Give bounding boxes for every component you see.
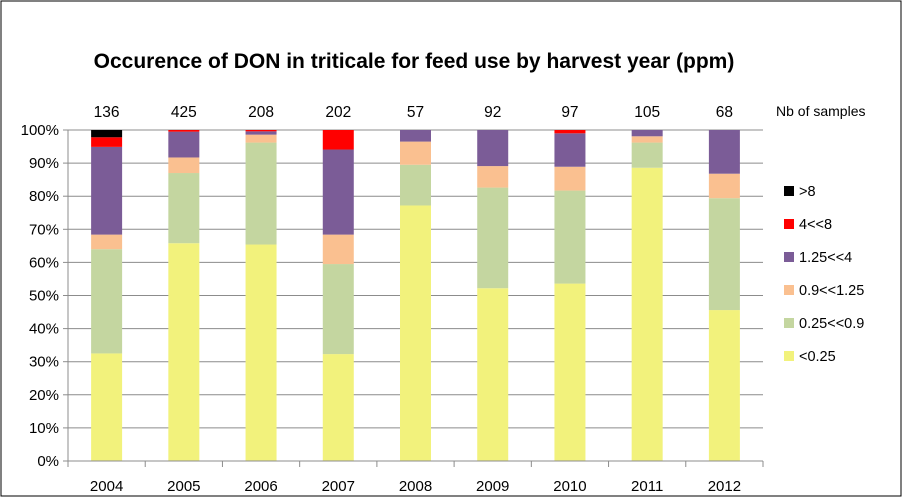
bar-segment [554, 166, 586, 191]
y-tick-label: 80% [29, 188, 59, 205]
bar-segment [245, 130, 277, 132]
x-tick-label: 2009 [476, 478, 509, 495]
bar-segment [91, 353, 123, 461]
bar-segment [91, 130, 123, 138]
chart-title: Occurence of DON in triticale for feed u… [94, 50, 735, 73]
x-tick-label: 2011 [631, 478, 663, 495]
bar-segment [91, 234, 123, 250]
bar-segment [554, 130, 586, 134]
bar-segment [245, 244, 277, 461]
sample-count: 105 [634, 104, 660, 121]
legend-label: 0.9<<1.25 [799, 283, 864, 299]
legend-label: 0.25<<0.9 [799, 316, 864, 332]
y-tick-label: 90% [29, 155, 59, 172]
bar-segment [477, 130, 509, 167]
y-tick-label: 20% [29, 387, 59, 404]
bar-segment [708, 310, 740, 461]
legend-swatch [784, 318, 794, 328]
y-tick-label: 30% [29, 354, 59, 371]
sample-count-label: Nb of samples [776, 103, 865, 119]
y-tick-label: 0% [37, 453, 59, 470]
x-tick-label: 2004 [90, 478, 123, 495]
x-tick-label: 2007 [322, 478, 355, 495]
bar-segment [168, 131, 200, 158]
x-tick-label: 2005 [167, 478, 200, 495]
bar-segment [554, 283, 586, 461]
bar-segment [631, 142, 663, 168]
legend-swatch [784, 252, 794, 262]
legend-swatch [784, 351, 794, 361]
bars-group [91, 130, 740, 461]
axes [63, 129, 764, 467]
bar-segment [708, 173, 740, 199]
y-axis-tick-labels: 0% 10% 20% 30% 40% 50% 60% 70% 80% 90% 100% [21, 122, 59, 470]
x-tick-label: 2006 [244, 478, 277, 495]
bar-segment [245, 131, 277, 135]
legend-swatch [784, 285, 794, 295]
bar-segment [168, 173, 200, 244]
y-tick-label: 100% [21, 122, 59, 139]
bar-segment [631, 167, 663, 461]
legend-label: 1.25<<4 [799, 250, 852, 266]
bar-segment [245, 134, 277, 143]
bar-segment [91, 137, 123, 147]
legend: >8 4<<8 1.25<<4 0.9<<1.25 0.25<<0.9 <0.25 [784, 184, 864, 365]
bar-segment [91, 249, 123, 354]
bar-segment [708, 198, 740, 311]
bar-segment [554, 133, 586, 167]
sample-count: 202 [325, 104, 351, 121]
x-tick-label: 2008 [399, 478, 432, 495]
bar-segment [322, 264, 354, 355]
y-tick-label: 60% [29, 254, 59, 271]
bar-segment [400, 205, 431, 461]
bar-segment [322, 130, 354, 150]
x-tick-label: 2010 [553, 478, 586, 495]
bar-segment [400, 130, 431, 142]
legend-label: 4<<8 [799, 217, 832, 233]
bar-segment [400, 164, 431, 206]
sample-counts: 136 425 208 202 57 92 97 105 68 [94, 104, 733, 121]
legend-swatch [784, 186, 794, 196]
sample-count: 57 [407, 104, 424, 121]
x-axis-tick-labels: 2004 2005 2006 2007 2008 2009 2010 2011 2012 [90, 478, 741, 495]
bar-segment [91, 146, 123, 235]
sample-count: 92 [484, 104, 501, 121]
bar-segment [322, 354, 354, 461]
bar-segment [477, 187, 509, 289]
bar-segment [168, 157, 200, 174]
bar-segment [477, 288, 509, 461]
bar-segment [631, 130, 663, 137]
bar-segment [708, 130, 740, 174]
legend-label: <0.25 [799, 349, 836, 365]
sample-count: 68 [716, 104, 733, 121]
y-tick-label: 50% [29, 288, 59, 305]
sample-count: 425 [171, 104, 197, 121]
y-tick-label: 10% [29, 420, 59, 437]
bar-segment [554, 190, 586, 284]
x-tick-label: 2012 [708, 478, 741, 495]
y-tick-label: 40% [29, 321, 59, 338]
bar-segment [245, 142, 277, 245]
bar-segment [477, 166, 509, 188]
bar-segment [168, 243, 200, 461]
bar-segment [322, 149, 354, 235]
bar-segment [168, 130, 200, 132]
legend-swatch [784, 219, 794, 229]
sample-count: 97 [561, 104, 578, 121]
bar-segment [400, 141, 431, 165]
sample-count: 136 [94, 104, 120, 121]
legend-label: >8 [799, 184, 816, 200]
y-tick-label: 70% [29, 221, 59, 238]
sample-count: 208 [248, 104, 274, 121]
bar-segment [631, 136, 663, 143]
bar-segment [322, 234, 354, 265]
